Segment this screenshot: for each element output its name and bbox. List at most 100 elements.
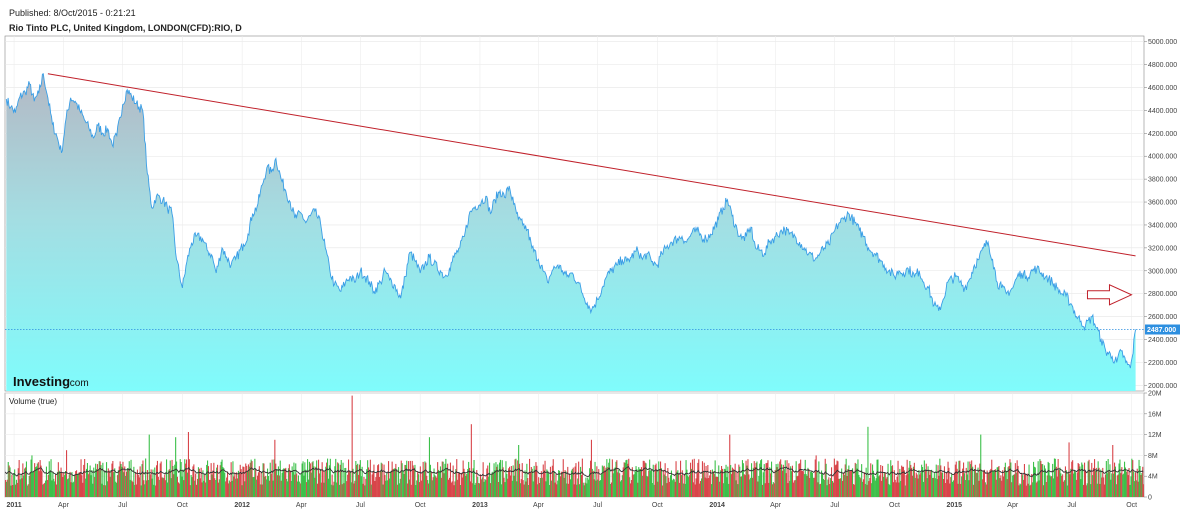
last-price-label: 2487.000: [1147, 327, 1176, 334]
volume-bar: [906, 459, 908, 497]
volume-bar: [999, 478, 1001, 497]
volume-bar: [20, 474, 22, 497]
volume-bar: [126, 468, 128, 497]
volume-bar: [1104, 474, 1106, 497]
volume-bar: [870, 463, 872, 497]
volume-bar: [1033, 466, 1035, 497]
volume-bar: [65, 471, 67, 497]
volume-bar: [329, 458, 331, 497]
volume-bar: [437, 462, 439, 497]
volume-bar: [427, 480, 429, 497]
volume-bar: [253, 477, 255, 497]
volume-bar: [267, 476, 269, 497]
volume-bar: [724, 469, 726, 497]
volume-bar: [809, 477, 811, 497]
volume-bar: [1131, 458, 1133, 497]
volume-bar: [786, 460, 788, 497]
volume-bar: [679, 482, 681, 497]
volume-bar: [92, 483, 94, 497]
volume-bar: [595, 480, 597, 497]
volume-tick-label: 12M: [1148, 432, 1162, 439]
volume-bar: [596, 466, 598, 497]
volume-bar: [820, 483, 822, 497]
volume-bar: [766, 462, 768, 497]
volume-tick-label: 0: [1148, 495, 1152, 502]
volume-bar: [84, 459, 86, 497]
volume-bar: [367, 460, 369, 497]
volume-bar: [419, 466, 421, 497]
volume-bar: [425, 462, 427, 497]
volume-bar: [1106, 473, 1108, 497]
volume-bar: [755, 462, 757, 497]
last-price-badge: [1145, 324, 1180, 335]
volume-bar: [1001, 480, 1003, 497]
volume-bar: [731, 467, 733, 497]
volume-bar: [508, 468, 510, 497]
volume-bar: [432, 477, 434, 497]
volume-bar: [408, 461, 410, 497]
volume-bar: [414, 464, 416, 497]
volume-bar: [217, 464, 219, 497]
volume-bar: [455, 469, 457, 497]
volume-bar: [143, 480, 145, 497]
volume-bar: [491, 471, 493, 497]
volume-bar: [801, 470, 803, 497]
volume-bar: [1061, 475, 1063, 497]
volume-bar: [706, 478, 708, 497]
volume-bar: [242, 466, 244, 497]
volume-bar: [88, 472, 90, 497]
volume-bar: [1050, 476, 1052, 497]
volume-bar: [475, 482, 477, 497]
volume-bar: [402, 471, 404, 497]
volume-bar: [878, 476, 880, 497]
volume-bar: [539, 483, 541, 497]
volume-bar: [1104, 484, 1106, 497]
volume-bar: [1003, 476, 1005, 497]
volume-bar: [97, 469, 99, 497]
volume-bar: [254, 458, 256, 497]
volume-bar: [353, 483, 355, 497]
volume-bar: [531, 468, 533, 497]
volume-bar: [1029, 485, 1031, 497]
volume-bar: [1086, 483, 1088, 497]
volume-bar: [488, 476, 490, 497]
volume-bar: [489, 483, 491, 497]
volume-bar: [745, 460, 747, 497]
volume-bar: [496, 466, 498, 497]
volume-bar: [289, 470, 291, 497]
volume-bar: [325, 466, 327, 497]
volume-bar: [296, 473, 298, 497]
volume-bar: [348, 470, 350, 497]
volume-bar: [40, 465, 42, 497]
volume-bar: [693, 458, 695, 497]
volume-bar: [440, 477, 442, 497]
volume-bar: [932, 477, 934, 497]
volume-bar: [200, 467, 202, 497]
volume-bar: [676, 471, 678, 497]
volume-bar: [476, 470, 478, 497]
volume-bar: [967, 461, 969, 497]
volume-bar: [638, 467, 640, 497]
volume-bar: [174, 464, 176, 497]
volume-bar: [780, 459, 782, 497]
volume-tick-label: 4M: [1148, 474, 1158, 481]
volume-bar: [17, 468, 19, 497]
volume-bar: [157, 476, 159, 497]
volume-bar: [1016, 460, 1018, 497]
volume-bar: [42, 484, 44, 497]
volume-bar: [664, 463, 666, 497]
volume-bar: [1134, 472, 1136, 497]
volume-bar: [1128, 468, 1130, 497]
volume-bar: [841, 468, 843, 497]
volume-bar: [1031, 474, 1033, 497]
volume-bar: [972, 466, 974, 497]
volume-bar: [534, 469, 536, 497]
volume-bar: [984, 482, 986, 497]
volume-bar: [741, 460, 743, 497]
volume-bar: [992, 470, 994, 497]
volume-bar: [499, 462, 501, 497]
volume-bar: [1143, 484, 1144, 497]
volume-bar: [271, 459, 273, 497]
volume-bar: [591, 468, 593, 497]
volume-bar: [653, 484, 655, 497]
